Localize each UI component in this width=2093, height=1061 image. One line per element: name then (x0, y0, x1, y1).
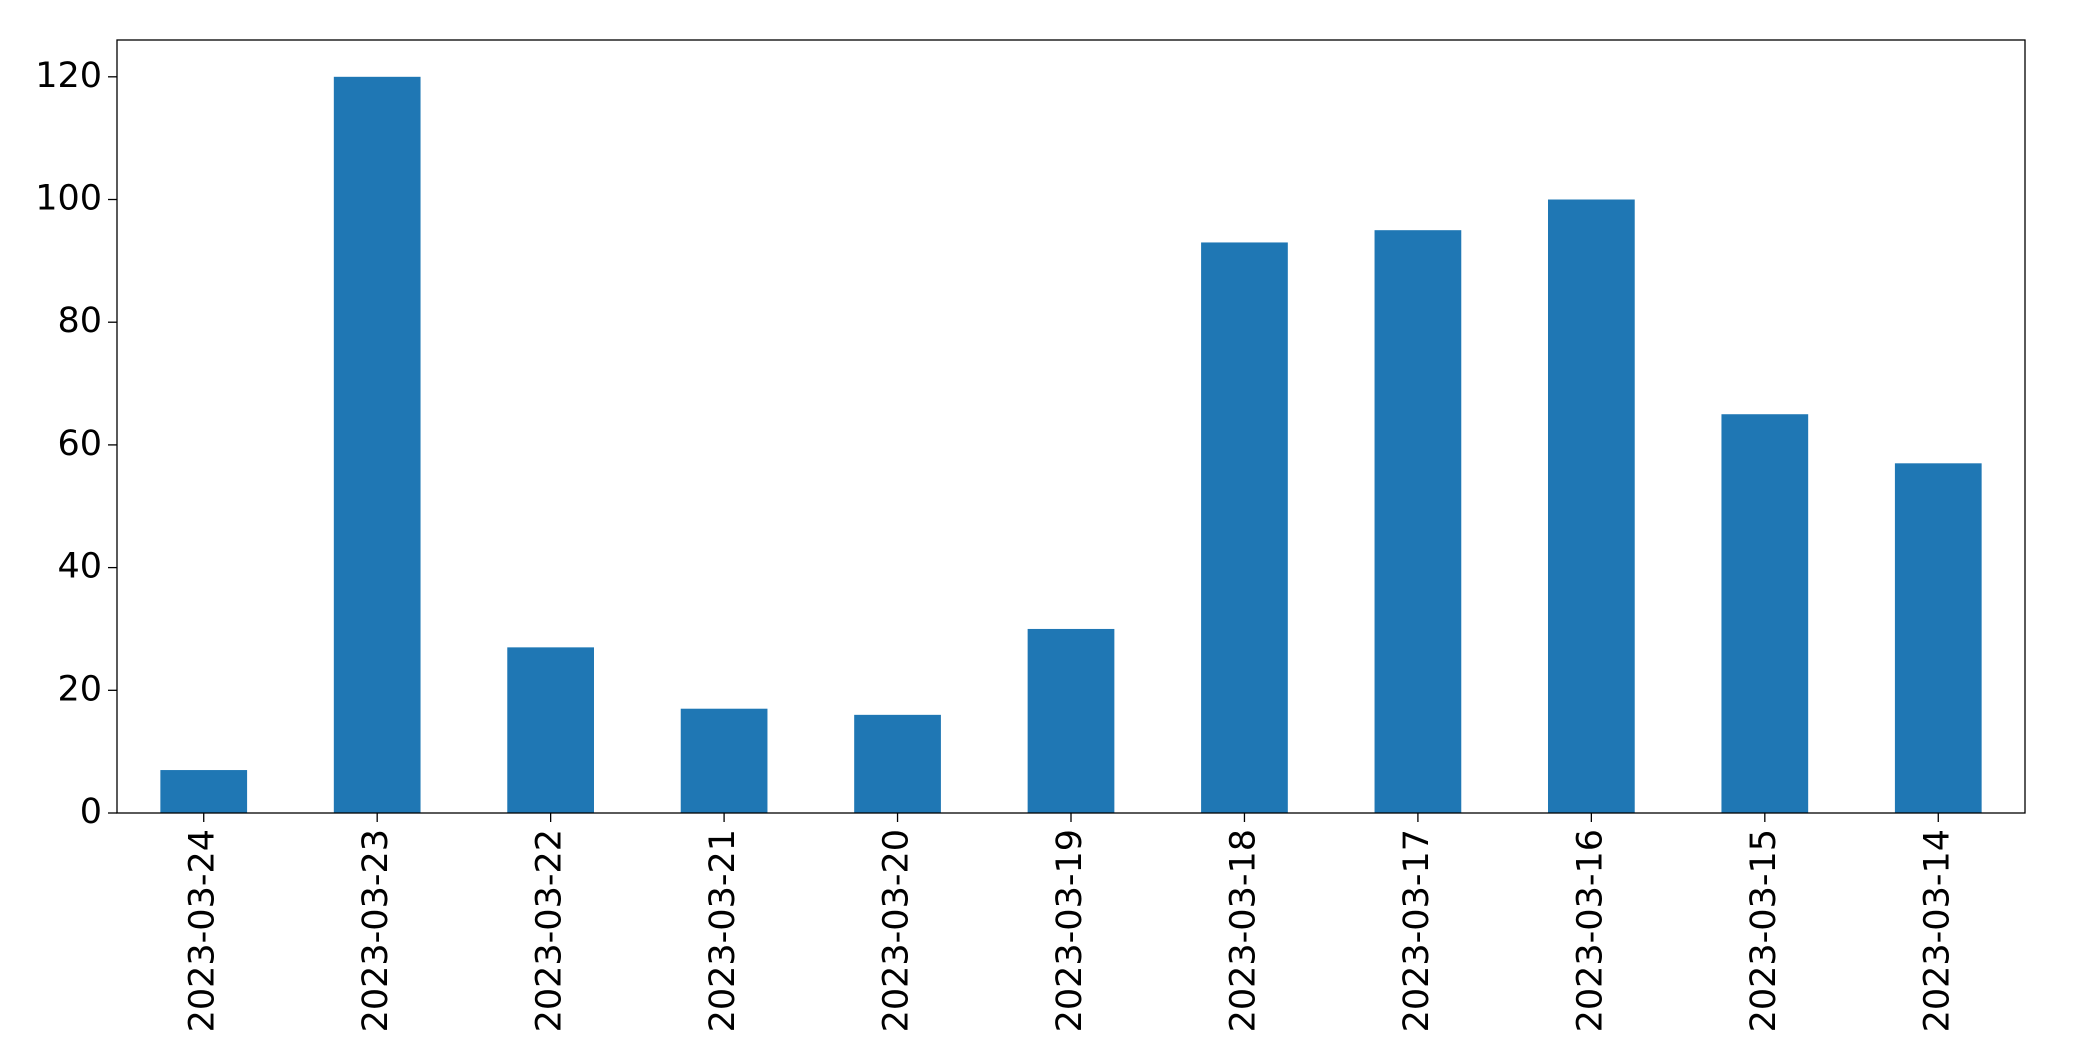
y-tick-label: 60 (57, 424, 102, 464)
x-tick-label: 2023-03-24 (183, 829, 223, 1032)
x-tick-label: 2023-03-23 (356, 829, 396, 1032)
x-tick-label: 2023-03-16 (1570, 829, 1610, 1032)
x-tick-label: 2023-03-18 (1223, 829, 1263, 1032)
bar (160, 770, 248, 813)
y-tick-label: 20 (57, 669, 102, 709)
x-tick-label: 2023-03-22 (530, 829, 570, 1032)
y-tick-label: 100 (35, 179, 102, 219)
bar (1894, 463, 1982, 813)
x-tick-label: 2023-03-17 (1397, 829, 1437, 1032)
bar (680, 708, 768, 813)
x-tick-label: 2023-03-20 (877, 829, 917, 1032)
x-tick-label: 2023-03-14 (1917, 829, 1957, 1032)
x-tick-label: 2023-03-15 (1744, 829, 1784, 1032)
bar (333, 76, 421, 814)
y-tick-label: 0 (80, 792, 102, 832)
bar (1548, 199, 1635, 813)
x-tick-label: 2023-03-21 (703, 829, 743, 1032)
y-tick-label: 80 (57, 301, 102, 341)
bar (1374, 230, 1462, 813)
y-tick-label: 40 (57, 547, 102, 587)
bar (1201, 242, 1288, 813)
bar (1027, 628, 1115, 813)
bar (854, 714, 941, 813)
bar (507, 647, 594, 813)
y-tick-label: 120 (35, 56, 102, 96)
x-tick-label: 2023-03-19 (1050, 829, 1090, 1032)
plot-frame (116, 39, 2026, 814)
bar (1721, 414, 1809, 813)
